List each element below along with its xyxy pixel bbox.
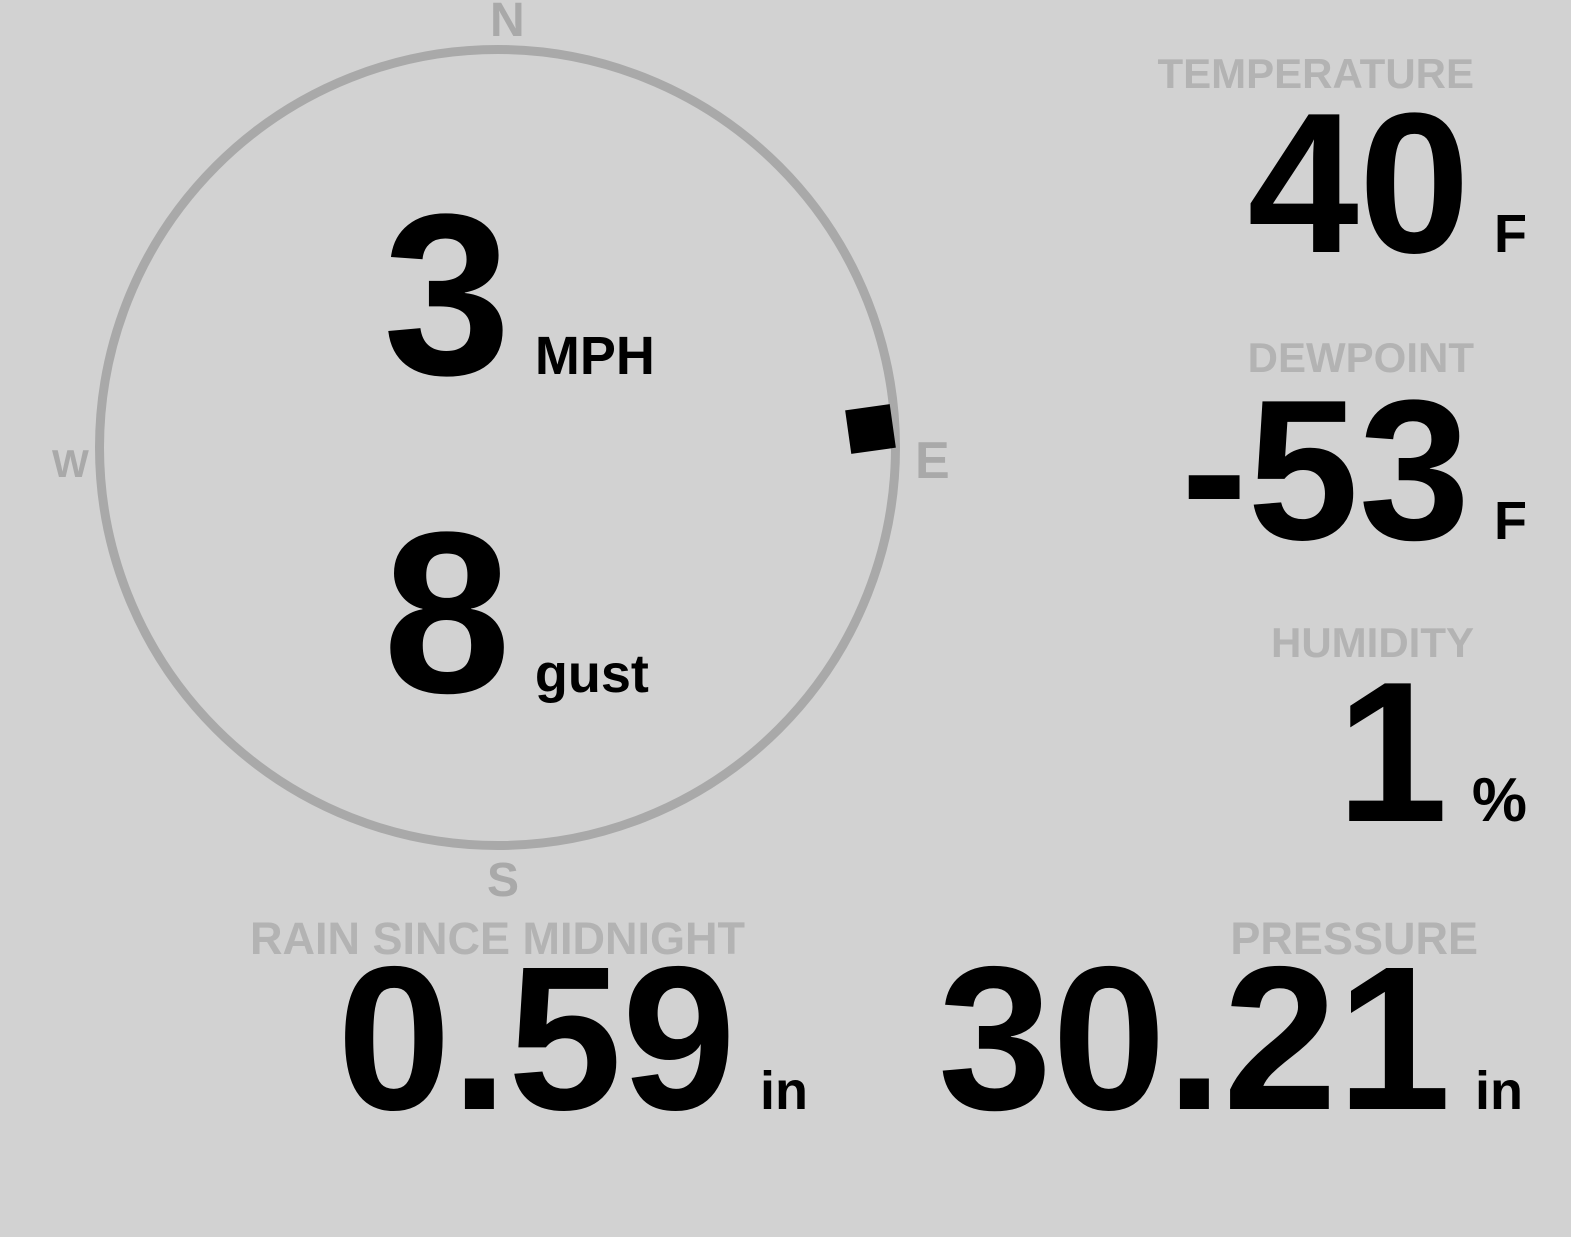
wind-gust-row: 8 gust — [383, 498, 649, 728]
humidity-row: 1 % — [1337, 653, 1527, 853]
wind-speed-unit: MPH — [534, 326, 655, 386]
temperature-value: 40 — [1247, 72, 1470, 295]
humidity-value: 1 — [1336, 641, 1448, 864]
dewpoint-row: -53 F — [1181, 371, 1527, 571]
pressure-label: PRESSURE — [1230, 913, 1478, 964]
temperature-row: 40 F — [1248, 84, 1527, 284]
dewpoint-label: DEWPOINT — [1247, 334, 1474, 381]
wind-speed-row: 3 MPH — [383, 180, 655, 410]
rain-row: 0.59 in — [337, 936, 808, 1141]
wind-gust-unit: gust — [534, 644, 649, 704]
temperature-unit: F — [1494, 204, 1527, 264]
humidity-label: HUMIDITY — [1271, 619, 1474, 666]
wind-speed-value: 3 — [383, 166, 511, 423]
compass-label-west: W — [52, 443, 89, 486]
pressure-row: 30.21 in — [938, 936, 1523, 1141]
humidity-unit: % — [1471, 766, 1527, 835]
rain-label: RAIN SINCE MIDNIGHT — [250, 913, 745, 964]
wind-direction-marker — [845, 404, 896, 454]
compass-label-east: E — [915, 432, 950, 490]
dewpoint-unit: F — [1494, 491, 1527, 551]
pressure-unit: in — [1475, 1061, 1524, 1121]
rain-value: 0.59 — [337, 924, 736, 1153]
wind-gust-value: 8 — [383, 484, 511, 741]
pressure-value: 30.21 — [938, 924, 1452, 1153]
temperature-label: TEMPERATURE — [1157, 50, 1474, 97]
rain-unit: in — [760, 1061, 808, 1121]
compass-label-north: N — [490, 0, 525, 47]
dewpoint-value: -53 — [1180, 359, 1470, 582]
compass-label-south: S — [487, 854, 520, 907]
